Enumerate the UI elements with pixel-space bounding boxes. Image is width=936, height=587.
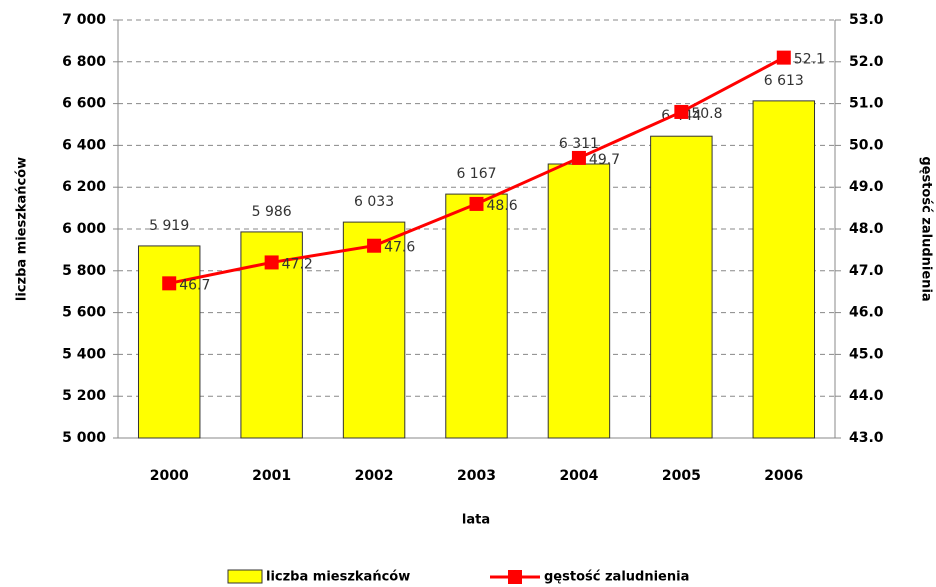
x-tick-label: 2000	[150, 468, 189, 484]
bar-data-label: 6 613	[764, 73, 804, 89]
legend-swatch-marker	[508, 570, 522, 584]
line-data-label: 49.7	[589, 152, 620, 168]
bar-data-label: 5 986	[252, 204, 292, 220]
y-tick-label: 6 800	[62, 54, 106, 70]
y-tick-label: 6 000	[62, 221, 106, 237]
y-tick-label: 5 000	[62, 430, 106, 446]
legend-label: gęstość zaludnienia	[544, 570, 689, 585]
y2-tick-label: 53.0	[849, 12, 884, 28]
x-tick-label: 2002	[355, 468, 394, 484]
y2-tick-label: 49.0	[849, 179, 884, 195]
y-axis-title: liczba mieszkańców	[15, 157, 30, 301]
legend-swatch	[227, 569, 263, 584]
bar	[137, 245, 201, 439]
line-data-label: 48.6	[487, 198, 518, 214]
bar	[445, 193, 508, 439]
x-tick-label: 2004	[559, 468, 598, 484]
y-tick-label: 5 800	[62, 263, 106, 279]
y2-tick-label: 51.0	[849, 96, 884, 112]
bar-data-label: 5 919	[149, 218, 189, 234]
line-marker	[367, 238, 382, 253]
y-tick-label: 6 400	[62, 137, 106, 153]
line-data-label: 47.6	[384, 240, 415, 256]
x-tick-label: 2001	[252, 468, 291, 484]
legend-label: liczba mieszkańców	[266, 570, 410, 585]
line-marker	[162, 276, 177, 291]
line-marker	[776, 50, 791, 65]
y2-tick-label: 47.0	[849, 263, 884, 279]
y2-tick-label: 52.0	[849, 54, 884, 70]
line-data-label: 46.7	[179, 277, 210, 293]
line-data-label: 50.8	[691, 106, 722, 122]
bar-data-label: 6 167	[456, 166, 496, 182]
y-tick-label: 6 200	[62, 179, 106, 195]
y2-tick-label: 48.0	[849, 221, 884, 237]
x-tick-label: 2003	[457, 468, 496, 484]
line-data-label: 47.2	[282, 256, 313, 272]
line-marker	[469, 196, 484, 211]
y2-tick-label: 43.0	[849, 430, 884, 446]
y-tick-label: 5 200	[62, 388, 106, 404]
x-tick-label: 2006	[764, 468, 803, 484]
bar-data-label: 6 311	[559, 136, 599, 152]
y-tick-label: 5 600	[62, 305, 106, 321]
y2-tick-label: 46.0	[849, 305, 884, 321]
y2-tick-label: 44.0	[849, 388, 884, 404]
bar-data-label: 6 033	[354, 194, 394, 210]
line-marker	[571, 150, 586, 165]
y2-axis-title: gęstość zaludnienia	[919, 156, 934, 301]
y-tick-label: 6 600	[62, 96, 106, 112]
line-marker	[674, 104, 689, 119]
bar	[650, 135, 713, 439]
y2-tick-label: 50.0	[849, 137, 884, 153]
x-axis-title: lata	[462, 513, 490, 528]
y-tick-label: 5 400	[62, 346, 106, 362]
bar	[752, 100, 816, 439]
bar	[547, 163, 611, 439]
y-tick-label: 7 000	[62, 12, 106, 28]
bar	[342, 221, 406, 439]
line-marker	[264, 255, 279, 270]
x-tick-label: 2005	[662, 468, 701, 484]
line-data-label: 52.1	[794, 52, 825, 68]
y2-tick-label: 45.0	[849, 346, 884, 362]
